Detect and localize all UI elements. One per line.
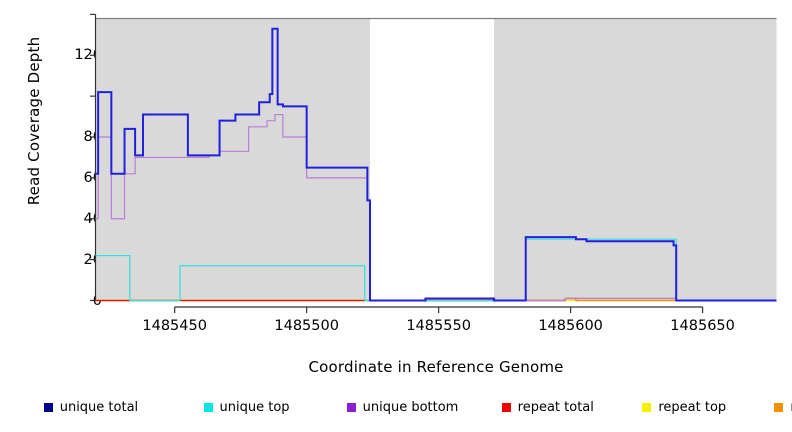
x-tick-label: 1485450	[142, 318, 207, 334]
legend-item-repeat-top[interactable]: repeat top	[642, 396, 726, 418]
legend-swatch-icon	[642, 402, 652, 412]
legend-item-repeat-total[interactable]: repeat total	[501, 396, 594, 418]
shaded-region	[494, 18, 777, 301]
legend-label: repeat bottom	[790, 401, 792, 414]
series-line-unique-top	[95, 238, 777, 302]
legend-item-unique-bottom[interactable]: unique bottom	[346, 396, 459, 418]
shaded-region	[95, 18, 371, 301]
x-tick-label: 1485650	[670, 318, 735, 334]
legend-swatch-icon	[203, 402, 213, 412]
legend-label: unique total	[59, 399, 139, 415]
legend-item-unique-top[interactable]: unique top	[203, 396, 290, 418]
legend-label: unique bottom	[362, 399, 459, 415]
x-axis-title: Coordinate in Reference Genome	[308, 358, 564, 376]
legend-label: repeat top	[658, 399, 727, 415]
legend-swatch-icon	[774, 402, 784, 412]
x-tick-label: 1485550	[406, 318, 471, 334]
legend-item-unique-total[interactable]: unique total	[43, 396, 139, 418]
x-tick-label: 1485500	[274, 318, 339, 334]
legend-swatch-icon	[43, 402, 53, 412]
legend-swatch-icon	[501, 402, 511, 412]
x-tick-label: 1485600	[538, 318, 603, 334]
series-line-unique-total	[95, 27, 777, 302]
legend-label: repeat total	[517, 399, 594, 415]
legend-item-repeat-bottom[interactable]: repeat bottom	[774, 396, 792, 418]
legend-swatch-icon	[346, 402, 356, 412]
chart-legend: unique total unique top unique bottom repea…	[0, 396, 792, 418]
legend-label: unique top	[219, 399, 290, 415]
